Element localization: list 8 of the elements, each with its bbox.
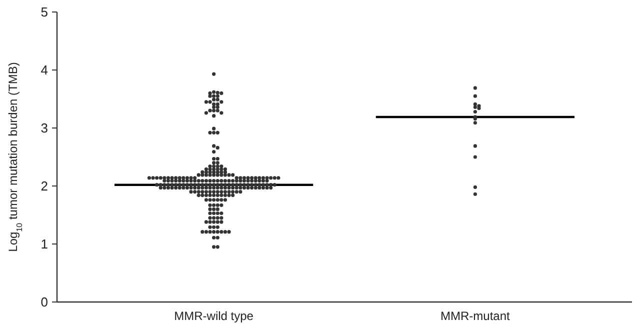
- y-tick-label: 4: [40, 62, 48, 78]
- y-tick-label: 5: [40, 4, 48, 20]
- y-tick-label: 1: [40, 236, 48, 252]
- y-tick-label: 3: [40, 120, 48, 136]
- x-tick-label: MMR-wild type: [174, 309, 254, 323]
- y-tick-label: 2: [40, 178, 48, 194]
- y-tick-label: 0: [40, 294, 48, 310]
- x-tick-label: MMR-mutant: [440, 309, 511, 323]
